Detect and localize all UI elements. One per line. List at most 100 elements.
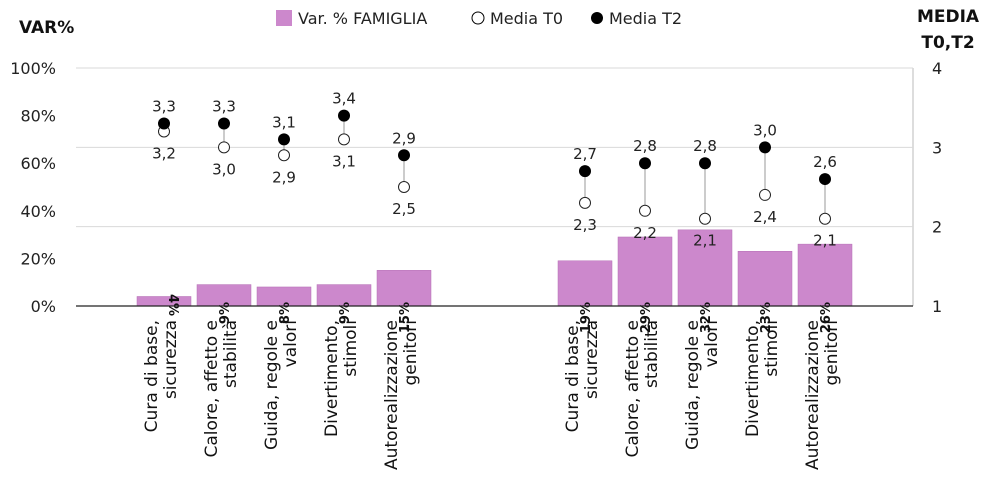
category-label: Cura di base,: [563, 320, 583, 432]
y-right-axis-title-line1: MEDIA: [917, 7, 980, 27]
legend-bar-swatch: [276, 10, 292, 26]
category-label: stabilità: [642, 320, 662, 388]
category-label: Divertimento,: [743, 320, 763, 437]
left-tick-label: 0%: [31, 297, 56, 316]
t2-marker: [699, 157, 711, 170]
right-tick-label: 3: [932, 138, 942, 157]
t0-marker: [218, 141, 230, 154]
t2-marker: [759, 141, 771, 154]
t2-value-label: 3,3: [152, 98, 176, 116]
t2-value-label: 2,9: [392, 129, 416, 147]
category-label: stimoli: [762, 320, 782, 377]
left-tick-label: 20%: [20, 249, 56, 268]
t0-marker: [338, 133, 350, 146]
t0-marker: [699, 212, 711, 225]
category-label: genitori: [822, 320, 842, 386]
category-label: genitori: [401, 320, 421, 386]
t2-marker: [819, 173, 831, 186]
category-label: Autorealizzazione: [382, 320, 402, 470]
gridlines: [76, 67, 913, 228]
t0-marker: [579, 196, 591, 209]
t2-marker: [398, 149, 410, 162]
t0-marker: [398, 181, 410, 193]
bar: [677, 229, 733, 307]
t0-value-label: 3,1: [332, 152, 356, 170]
bar-value-label: 15%: [398, 302, 413, 333]
bar: [737, 251, 793, 307]
left-tick-label: 60%: [20, 154, 56, 173]
t2-value-label: 2,8: [633, 137, 657, 155]
t2-value-label: 3,3: [212, 98, 236, 116]
category-label: sicurezza: [582, 320, 602, 399]
markers: 3,3 3,2 3,3 3,0 3,1 2,9 3,4 3,1 2,9 2,5 2,7 2,3 2,8 2…: [152, 90, 837, 250]
right-tick-label: 2: [932, 218, 942, 237]
t0-value-label: 2,2: [633, 224, 657, 242]
t0-value-label: 2,4: [753, 208, 777, 226]
bar-value-label: 19%: [579, 302, 594, 333]
t2-value-label: 3,1: [272, 113, 296, 131]
bar-value-label: 26%: [819, 302, 834, 333]
category-label: Calore, affetto e: [202, 320, 222, 457]
left-tick-label: 40%: [20, 202, 56, 221]
left-tick-label: 100%: [10, 59, 56, 78]
bar: [617, 236, 673, 307]
category-label: valori: [702, 320, 722, 367]
t2-value-label: 3,4: [332, 90, 356, 108]
t2-marker: [338, 109, 350, 122]
category-label: stimoli: [341, 320, 361, 377]
t0-marker: [759, 188, 771, 201]
t0-value-label: 2,1: [813, 232, 837, 250]
category-label: Guida, regole e: [262, 320, 282, 450]
bar-value-label: 32%: [699, 302, 714, 333]
t2-marker: [579, 165, 591, 178]
right-axis-ticks: 4 3 2 1: [932, 59, 942, 316]
category-label: valori: [281, 320, 301, 367]
legend-open-label: Media T0: [490, 9, 563, 28]
t0-value-label: 3,2: [152, 144, 176, 162]
category-label: Autorealizzazione: [803, 320, 823, 470]
legend-bar-label: Var. % FAMIGLIA: [298, 9, 427, 28]
category-label: Guida, regole e: [683, 320, 703, 450]
bar-value-label: 8%: [278, 302, 293, 324]
bar-value-label: 29%: [639, 302, 654, 333]
bar: [136, 296, 192, 307]
t2-value-label: 2,7: [573, 145, 597, 163]
t2-marker: [278, 133, 290, 146]
bar-value-label: 23%: [759, 302, 774, 333]
bar: [797, 243, 853, 307]
t2-value-label: 2,6: [813, 153, 837, 171]
legend-filled-marker: [591, 12, 603, 24]
bar-value-label: 4%: [165, 294, 180, 316]
t0-value-label: 2,9: [272, 168, 296, 186]
t0-marker: [278, 149, 290, 162]
left-tick-label: 80%: [20, 107, 56, 126]
y-left-axis-title: VAR%: [19, 18, 74, 38]
t0-value-label: 2,3: [573, 216, 597, 234]
y-right-axis-title-line2: T0,T2: [921, 33, 974, 53]
legend: Var. % FAMIGLIA Media T0 Media T2: [276, 9, 682, 28]
t0-value-label: 2,5: [392, 200, 416, 218]
bars: 4% 9% 8% 9% 15% 19% 29% 32% 23% 26%: [136, 229, 853, 333]
t0-marker: [639, 204, 651, 217]
right-tick-label: 1: [932, 297, 942, 316]
t2-value-label: 3,0: [753, 121, 777, 139]
t2-value-label: 2,8: [693, 137, 717, 155]
left-axis-ticks: 100% 80% 60% 40% 20% 0%: [10, 59, 56, 316]
bar: [557, 260, 613, 307]
t2-marker: [218, 117, 230, 130]
t2-marker: [158, 117, 170, 130]
t0-marker: [819, 212, 831, 225]
bar: [376, 270, 432, 307]
right-tick-label: 4: [932, 59, 942, 78]
category-label: Divertimento,: [322, 320, 342, 437]
legend-filled-label: Media T2: [609, 9, 682, 28]
category-label: Cura di base,: [142, 320, 162, 432]
category-label: sicurezza: [161, 320, 181, 399]
bar-value-label: 9%: [218, 302, 233, 324]
category-label: stabilità: [221, 320, 241, 388]
t0-value-label: 3,0: [212, 160, 236, 178]
category-label: Calore, affetto e: [623, 320, 643, 457]
legend-open-marker: [471, 11, 485, 25]
